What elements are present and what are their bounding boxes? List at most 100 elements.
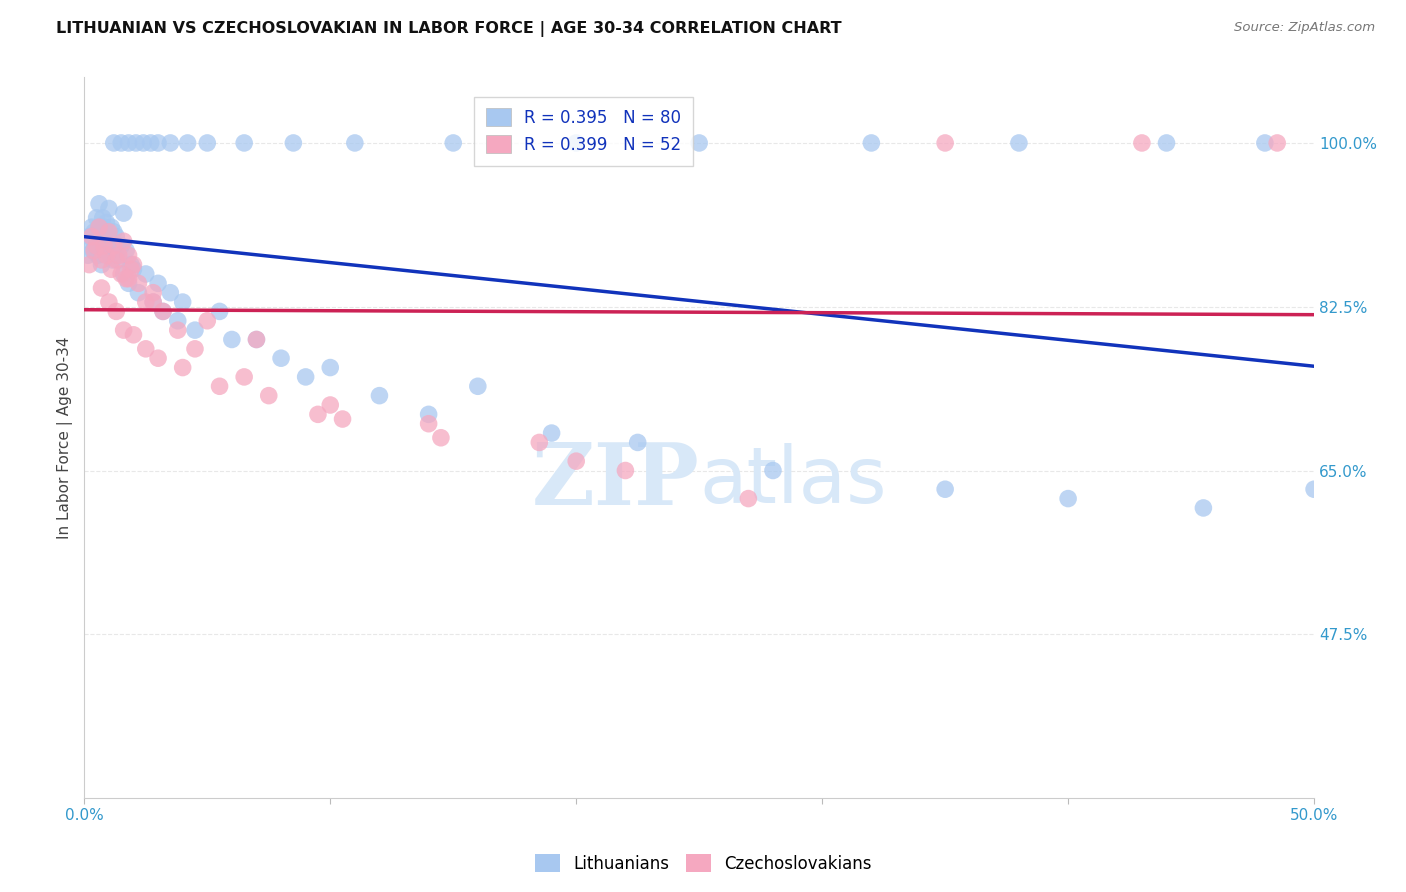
Point <box>91 211 114 225</box>
Point <box>184 342 207 356</box>
Point <box>1303 482 1326 496</box>
Legend: R = 0.395   N = 80, R = 0.399   N = 52: R = 0.395 N = 80, R = 0.399 N = 52 <box>474 96 693 166</box>
Point <box>132 136 155 150</box>
Point <box>83 225 105 239</box>
Point <box>86 211 108 225</box>
Point <box>120 258 142 272</box>
Point <box>135 295 157 310</box>
Point <box>112 206 135 220</box>
Point <box>430 431 453 445</box>
Point <box>117 277 139 291</box>
Point <box>107 248 129 262</box>
Point <box>688 136 710 150</box>
Point <box>87 220 110 235</box>
Point <box>142 285 165 300</box>
Point <box>172 360 194 375</box>
Point <box>1192 500 1215 515</box>
Point <box>233 136 256 150</box>
Point <box>90 252 112 267</box>
Point <box>103 136 125 150</box>
Point <box>77 258 100 272</box>
Point <box>1265 136 1288 150</box>
Point <box>283 136 305 150</box>
Point <box>172 295 194 310</box>
Point <box>565 454 588 468</box>
Y-axis label: In Labor Force | Age 30-34: In Labor Force | Age 30-34 <box>58 336 73 539</box>
Point <box>368 389 391 403</box>
Point <box>195 314 218 328</box>
Point <box>146 351 169 366</box>
Point <box>97 239 120 253</box>
Point <box>80 229 103 244</box>
Point <box>103 225 125 239</box>
Point <box>270 351 292 366</box>
Point <box>1057 491 1080 506</box>
Point <box>441 136 464 150</box>
Point <box>565 136 588 150</box>
Point <box>934 136 956 150</box>
Point <box>105 229 128 244</box>
Point <box>96 248 118 262</box>
Point <box>934 482 956 496</box>
Point <box>103 239 125 253</box>
Point <box>146 136 169 150</box>
Point <box>97 202 120 216</box>
Point <box>146 277 169 291</box>
Point <box>105 252 128 267</box>
Point <box>257 389 280 403</box>
Point <box>122 258 145 272</box>
Point <box>100 262 122 277</box>
Point <box>418 417 440 431</box>
Point <box>94 244 117 258</box>
Point <box>120 262 142 277</box>
Point <box>540 426 562 441</box>
Point <box>1130 136 1153 150</box>
Point <box>122 327 145 342</box>
Point <box>176 136 198 150</box>
Point <box>122 262 145 277</box>
Point <box>159 285 181 300</box>
Point <box>319 398 342 412</box>
Point <box>166 323 188 337</box>
Text: LITHUANIAN VS CZECHOSLOVAKIAN IN LABOR FORCE | AGE 30-34 CORRELATION CHART: LITHUANIAN VS CZECHOSLOVAKIAN IN LABOR F… <box>56 21 842 37</box>
Point <box>142 295 165 310</box>
Point <box>152 304 174 318</box>
Point <box>294 370 316 384</box>
Point <box>332 412 354 426</box>
Point <box>100 220 122 235</box>
Point <box>87 220 110 235</box>
Point <box>110 267 132 281</box>
Point <box>233 370 256 384</box>
Point <box>77 229 100 244</box>
Point <box>97 225 120 239</box>
Point <box>195 136 218 150</box>
Point <box>245 333 267 347</box>
Point <box>96 215 118 229</box>
Point <box>112 267 135 281</box>
Text: atlas: atlas <box>699 443 887 519</box>
Point <box>208 379 231 393</box>
Point <box>1254 136 1277 150</box>
Point <box>343 136 366 150</box>
Point <box>117 136 139 150</box>
Point <box>221 333 243 347</box>
Point <box>110 136 132 150</box>
Point <box>307 408 329 422</box>
Point <box>83 244 105 258</box>
Point <box>79 234 101 248</box>
Point <box>529 435 551 450</box>
Point <box>101 252 124 267</box>
Point <box>184 323 207 337</box>
Point <box>737 491 759 506</box>
Point <box>467 379 489 393</box>
Point <box>98 248 121 262</box>
Point <box>93 229 115 244</box>
Point <box>97 295 120 310</box>
Point <box>87 248 110 262</box>
Point <box>90 281 112 295</box>
Text: ZIP: ZIP <box>531 439 699 523</box>
Point <box>117 271 139 285</box>
Point <box>135 267 157 281</box>
Point <box>418 408 440 422</box>
Point <box>115 271 138 285</box>
